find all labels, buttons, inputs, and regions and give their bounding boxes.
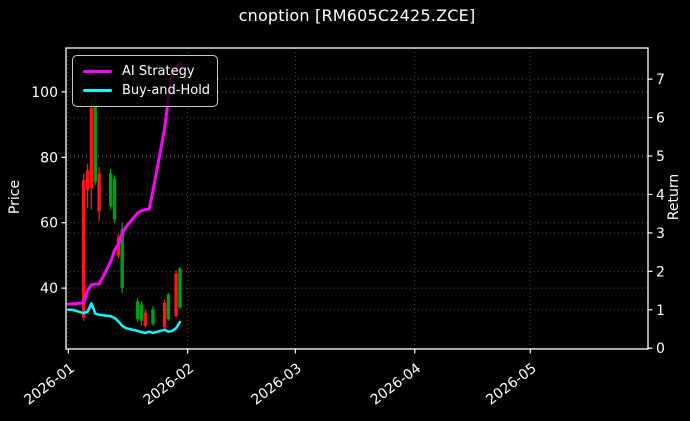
date-tick-label: 2026-01 <box>21 360 77 408</box>
candle-body <box>178 268 182 308</box>
return-tick-label: 7 <box>656 72 665 88</box>
candle-body <box>174 273 178 316</box>
price-axis-label: Price <box>7 179 23 215</box>
legend-item-buy-and-hold: Buy-and-Hold <box>83 83 211 98</box>
candle-body <box>139 304 144 321</box>
return-axis-label: Return <box>666 173 682 221</box>
price-tick-label: 100 <box>31 85 58 101</box>
buy-and-hold-line-swatch <box>83 89 112 92</box>
legend: AI Strategy Buy-and-Hold <box>72 55 218 107</box>
price-tick-label: 60 <box>40 216 58 232</box>
series-line-buy-and-hold <box>67 302 182 335</box>
candle-body <box>135 301 140 320</box>
axes-spines <box>65 47 649 350</box>
date-tick-label: 2026-02 <box>141 360 197 408</box>
return-tick-label: 3 <box>656 226 665 242</box>
candle-body <box>162 302 167 328</box>
series-line-ai-strategy <box>66 61 182 306</box>
candle-body <box>151 309 155 325</box>
legend-item-ai-strategy: AI Strategy <box>83 64 207 79</box>
return-tick-label: 4 <box>656 187 665 203</box>
candle-body <box>108 173 113 207</box>
chart-title: cnoption [RM605C2425.ZCE] <box>238 6 476 25</box>
candle-body <box>112 178 117 220</box>
return-tick-label: 6 <box>656 111 665 127</box>
date-tick-label: 2026-04 <box>368 360 424 408</box>
candle-body <box>120 229 124 289</box>
price-tick-label: 80 <box>40 150 58 166</box>
return-tick-label: 5 <box>656 149 665 165</box>
legend-label: Buy-and-Hold <box>122 83 211 98</box>
date-tick-label: 2026-05 <box>483 360 539 408</box>
return-tick-label: 1 <box>656 303 665 319</box>
date-tick-label: 2026-03 <box>248 360 304 408</box>
price-tick-label: 40 <box>40 281 58 297</box>
candle-body <box>143 312 147 326</box>
candle-body <box>85 170 90 190</box>
ai-strategy-line-swatch <box>83 70 112 73</box>
candle-body <box>89 108 94 189</box>
candle-body <box>82 180 86 318</box>
return-tick-label: 0 <box>656 341 665 357</box>
return-tick-label: 2 <box>656 264 665 280</box>
candle-body <box>97 173 101 212</box>
candle-body <box>166 294 171 320</box>
candle-body <box>93 104 97 182</box>
legend-label: AI Strategy <box>122 64 195 79</box>
